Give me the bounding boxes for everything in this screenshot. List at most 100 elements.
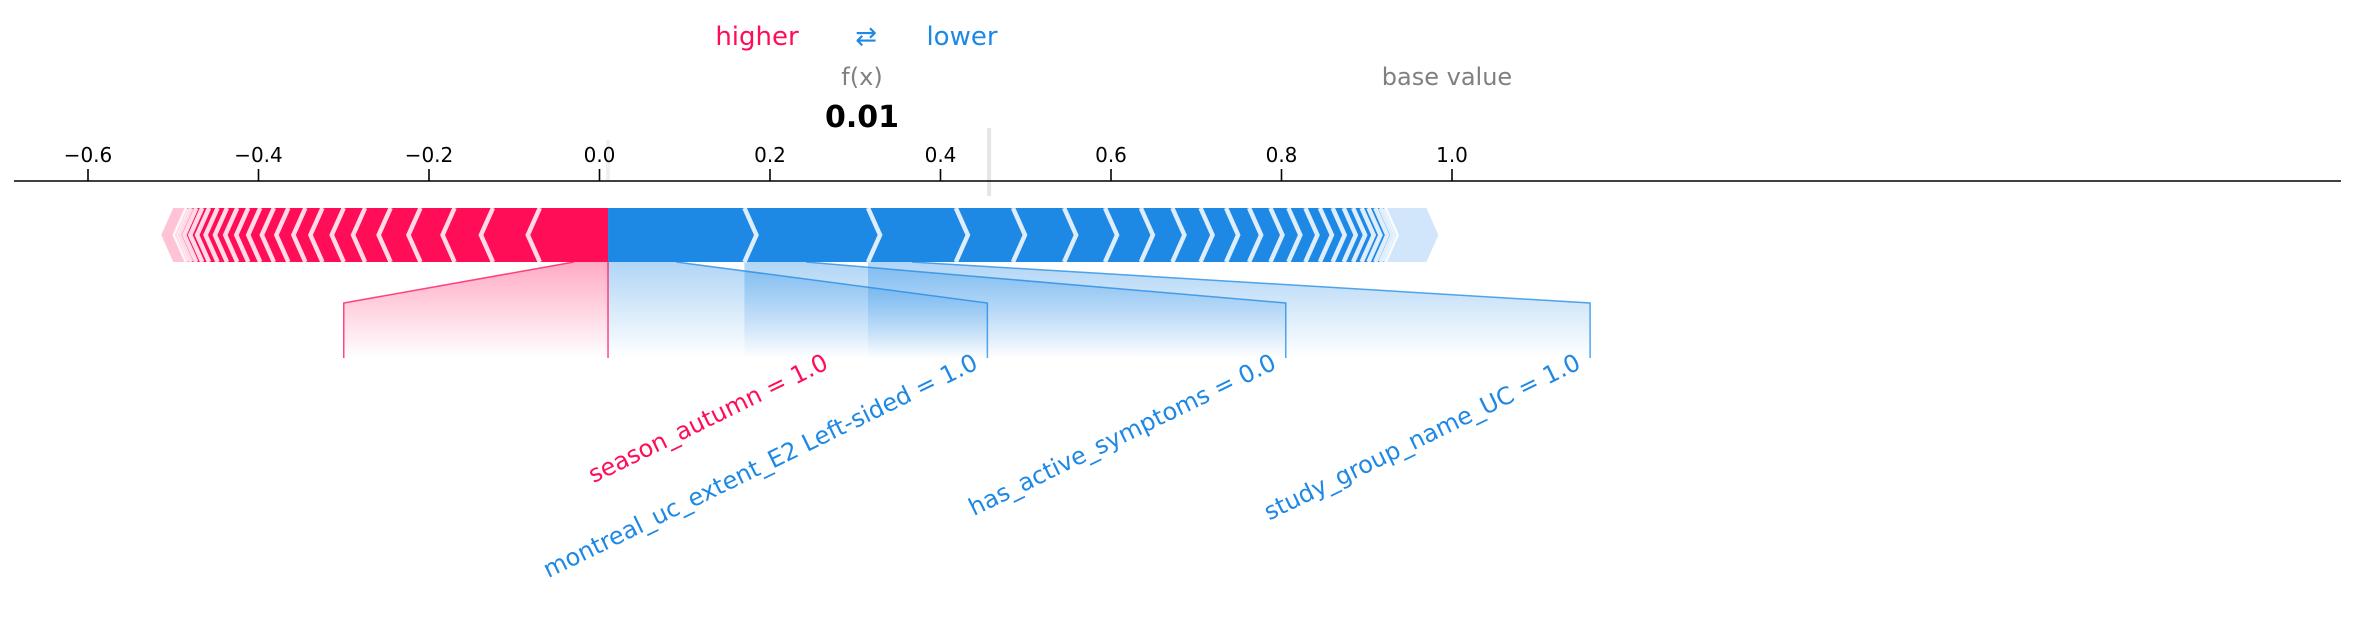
bar-separator (742, 207, 759, 263)
bar-separator (1247, 207, 1264, 263)
feature-bar (1172, 208, 1213, 262)
bar-separator (273, 207, 291, 263)
bar-separator (1198, 207, 1215, 263)
bar-separator (203, 207, 220, 263)
feature-bar (225, 208, 249, 262)
bar-separator (440, 207, 457, 263)
x-tick-label: 1.0 (1436, 143, 1468, 167)
base-value-marker (987, 128, 992, 196)
bar-separator (953, 207, 971, 263)
feature-bar (1064, 208, 1118, 262)
feature-bar (378, 208, 421, 262)
bar-separator (1170, 207, 1187, 263)
bar-separator (1317, 207, 1335, 263)
x-tick-label: −0.4 (234, 143, 283, 167)
x-tick-label: −0.6 (64, 143, 113, 167)
connector-fill (868, 262, 1591, 358)
x-tick-label: −0.2 (405, 143, 454, 167)
x-tick-label: 0.8 (1266, 143, 1298, 167)
feature-bar (1200, 208, 1239, 262)
connector-line (911, 261, 1591, 358)
bar-separator (1062, 207, 1079, 263)
bar-separator (350, 207, 368, 263)
feature-bar (1332, 208, 1356, 262)
x-tick-label: 0.0 (584, 143, 616, 167)
bar-separator (1303, 207, 1320, 263)
x-tick-label: 0.6 (1095, 143, 1127, 167)
bar-separator (290, 207, 308, 263)
bar-separator (1224, 207, 1241, 263)
bar-separator (329, 207, 346, 263)
bar-separator (376, 207, 393, 263)
bar-separator (1286, 207, 1303, 263)
feature-bar (608, 208, 757, 262)
bar-separator (406, 207, 423, 263)
label-connector-fills (343, 262, 1591, 358)
feature-bar (205, 208, 227, 262)
output-marker (606, 140, 611, 180)
bar-separator (233, 207, 251, 263)
bar-separator (1359, 207, 1377, 263)
feature-bar (744, 208, 881, 262)
feature-label: study_group_name_UC = 1.0 (1260, 348, 1585, 526)
bar-separator (865, 207, 883, 263)
bar-separator (1366, 207, 1383, 263)
bar-separator (245, 207, 263, 263)
x-tick-label: 0.2 (754, 143, 786, 167)
bar-separator (1351, 207, 1368, 263)
bar-separator (222, 207, 240, 263)
connector-fill (343, 262, 609, 358)
feature-bar (955, 208, 1025, 262)
legend-lower: lower (926, 22, 997, 52)
feature-bar (1105, 208, 1153, 262)
label-connectors (343, 261, 1591, 358)
output-value: 0.01 (825, 100, 899, 135)
feature-bar (1353, 208, 1374, 262)
connector-line (806, 261, 1287, 358)
bar-separator (172, 207, 189, 263)
feature-bar (1140, 208, 1185, 262)
feature-bar (868, 208, 968, 262)
feature-bar (353, 208, 391, 262)
feature-bar (1384, 208, 1439, 262)
legend-higher: higher (715, 22, 799, 52)
base-value-label: base value (1382, 63, 1512, 91)
feature-bar (1012, 208, 1077, 262)
bar-separator (1378, 207, 1395, 263)
legend-arrow-icon: ⇄ (855, 22, 877, 52)
bar-separator (1102, 207, 1120, 263)
bar-separator (1138, 207, 1156, 263)
feature-bar (1343, 208, 1366, 262)
bar-separator (1373, 207, 1390, 263)
connector-line (343, 261, 575, 358)
bar-separator (1330, 207, 1348, 263)
feature-bar (236, 208, 261, 262)
bar-separator (181, 207, 199, 263)
feature-bar (527, 208, 609, 262)
feature-label: has_active_symptoms = 0.0 (964, 348, 1280, 521)
feature-label: season_autumn = 1.0 (584, 348, 833, 488)
bar-separator (525, 207, 542, 263)
feature-bar (408, 208, 455, 262)
feature-labels: season_autumn = 1.0montreal_uc_extent_E2… (539, 348, 1585, 583)
bar-separator (259, 207, 276, 263)
x-axis: −0.6 −0.4 −0.2 0.0 0.2 0.4 0.6 0.8 1.0 (14, 128, 2341, 196)
bar-separator (212, 207, 230, 263)
bar-separator (1268, 207, 1285, 263)
feature-bar (442, 208, 493, 262)
output-label: f(x) (841, 63, 882, 91)
bar-separator (307, 207, 325, 263)
bar-separator (1341, 207, 1359, 263)
bar-separator (1010, 207, 1028, 263)
feature-bar (214, 208, 238, 262)
feature-bar (480, 208, 540, 262)
feature-bars (161, 207, 1439, 263)
bar-separator (478, 207, 495, 263)
x-tick-label: 0.4 (925, 143, 957, 167)
legend-and-output: higher ⇄ lower f(x) 0.01 base value (715, 22, 1512, 135)
bar-separator (194, 207, 212, 263)
bar-separator (187, 207, 205, 263)
feature-bar (197, 208, 218, 262)
